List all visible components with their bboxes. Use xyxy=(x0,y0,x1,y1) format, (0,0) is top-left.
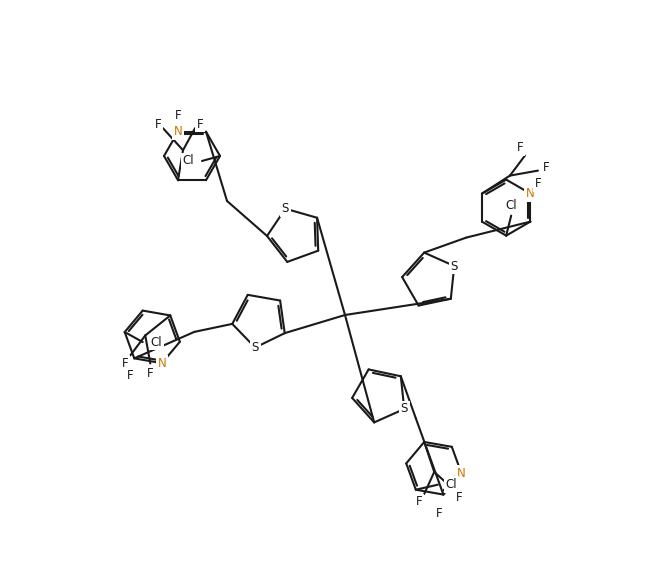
Text: F: F xyxy=(197,118,203,131)
Text: S: S xyxy=(251,341,259,354)
Text: F: F xyxy=(155,118,161,131)
Text: F: F xyxy=(456,491,463,505)
Text: N: N xyxy=(526,187,535,200)
Text: F: F xyxy=(543,161,549,174)
Text: F: F xyxy=(122,357,129,370)
Text: F: F xyxy=(416,495,422,509)
Text: S: S xyxy=(400,402,408,416)
Text: N: N xyxy=(457,466,465,480)
Text: F: F xyxy=(147,367,154,380)
Text: Cl: Cl xyxy=(446,478,458,491)
Text: Cl: Cl xyxy=(150,336,162,349)
Text: Cl: Cl xyxy=(182,154,194,168)
Text: F: F xyxy=(534,177,541,190)
Text: N: N xyxy=(158,357,166,370)
Text: S: S xyxy=(282,202,289,215)
Text: F: F xyxy=(174,109,182,122)
Text: F: F xyxy=(127,369,133,382)
Text: N: N xyxy=(174,125,182,138)
Text: F: F xyxy=(436,507,443,520)
Text: F: F xyxy=(517,141,523,154)
Text: Cl: Cl xyxy=(505,199,517,212)
Text: S: S xyxy=(450,260,458,272)
